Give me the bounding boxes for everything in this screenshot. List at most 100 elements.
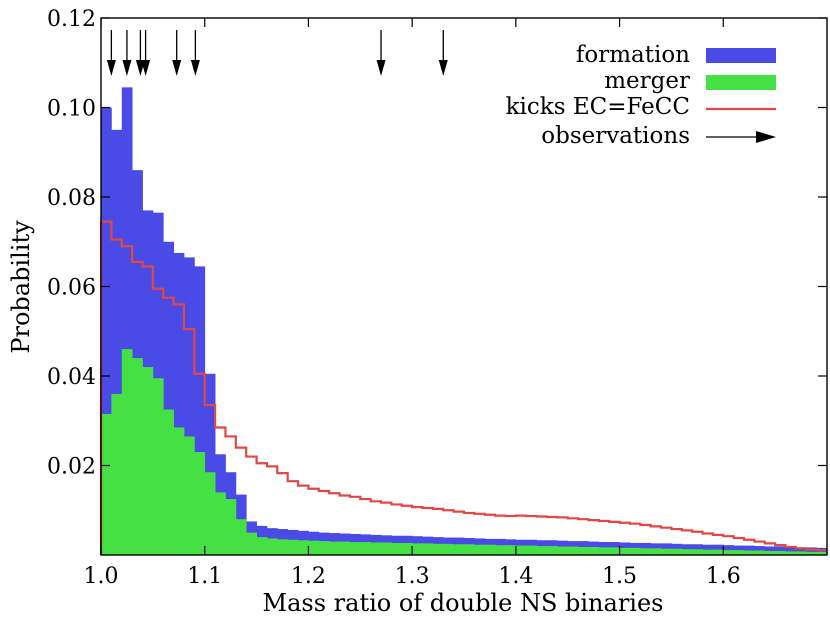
merger-bar [443,543,455,555]
x-axis-label: Mass ratio of double NS binaries [263,589,664,617]
merger-bar [339,541,351,555]
merger-bar [557,546,569,555]
x-tick-label: 1.3 [395,564,430,589]
formation-bar [163,241,174,555]
y-tick-labels: 0.02 0.04 0.06 0.08 0.10 0.12 [47,7,96,480]
merger-bar [246,532,257,555]
merger-bar [598,547,610,555]
formation-bar [744,545,755,555]
observation-arrow-head [106,60,116,76]
axis-ticks [100,17,827,555]
observation-arrow-head [172,60,182,76]
legend-label-formation: formation [576,42,690,68]
merger-bar [298,540,309,555]
merger-bar [381,542,392,555]
observation-arrow-head [141,60,151,76]
merger-bar [183,436,195,555]
x-tick-label: 1.0 [84,564,119,589]
merger-bar [204,472,216,555]
observation-arrows [106,30,448,76]
merger-bar [816,551,828,555]
y-tick-label: 0.12 [47,7,96,32]
merger-bar [101,414,112,555]
merger-bar [391,542,403,555]
merger-bar [609,547,620,555]
merger-bar [349,542,361,555]
merger-bar [329,541,340,555]
formation-bar [183,257,195,555]
legend-arrow-observations-head [756,131,776,143]
y-axis-label: Probability [7,220,35,354]
kicks-step-line [99,220,827,555]
merger-bar [681,549,693,555]
merger-bar [754,550,766,555]
merger-bar [723,550,735,555]
merger-bar [764,550,776,555]
merger-bar [173,427,185,555]
merger-bar [318,541,330,555]
formation-bar [111,129,123,555]
merger-bar [702,549,714,555]
observation-arrow-head [122,60,132,76]
formation-bar [204,373,216,555]
merger-bar [412,543,423,555]
merger-bar [235,519,247,555]
x-tick-label: 1.2 [291,564,326,589]
y-tick-label: 0.04 [47,365,96,390]
x-tick-labels: 1.0 1.1 1.2 1.3 1.4 1.5 1.6 [84,564,741,589]
merger-bar [308,540,320,555]
formation-bar [795,547,807,555]
formation-bar [806,547,818,555]
merger-bar [163,409,174,555]
merger-bar [505,545,517,555]
merger-bar [619,547,631,555]
merger-bar [111,393,123,555]
x-tick-label: 1.6 [706,564,741,589]
merger-bar [744,550,755,555]
y-tick-label: 0.02 [47,455,96,480]
merger-bar [640,548,652,555]
formation-bar [785,546,797,555]
plot-area [99,17,828,556]
merger-bar [360,542,372,555]
observation-arrow-head [190,60,200,76]
merger-bar [256,537,268,555]
merger-bar [692,549,703,555]
legend-label-kicks: kicks EC=FeCC [506,94,690,120]
merger-bar [588,546,600,555]
formation-bar [173,252,185,555]
merger-bar [215,492,226,555]
merger-bar [474,544,486,555]
formation-bar [121,87,133,556]
merger-bar [785,551,797,555]
merger-bar [629,547,641,555]
merger-bar [536,546,548,555]
merger-bar [370,542,382,555]
merger-bar [578,546,589,555]
merger-bar [401,542,413,555]
y-tick-label: 0.06 [47,276,96,301]
merger-bar [495,545,506,555]
observation-arrow-head [376,60,386,76]
legend-label-merger: merger [604,68,690,94]
merger-bar [671,548,683,555]
merger-bar [464,544,475,555]
merger-bar [526,545,537,555]
merger-bar [733,550,745,555]
merger-bar [546,546,558,555]
merger-bar [712,549,724,555]
merger-bar [121,349,133,555]
merger-bars [101,349,828,555]
formation-bar [816,547,828,555]
merger-bar [266,538,278,555]
merger-bar [432,543,444,555]
y-tick-label: 0.08 [47,186,96,211]
merger-bar [132,358,143,555]
merger-bar [515,545,527,555]
x-tick-label: 1.1 [187,564,222,589]
merger-bar [484,544,496,555]
merger-bar [453,544,465,555]
legend-label-observations: observations [541,123,690,149]
formation-bar [194,266,206,555]
